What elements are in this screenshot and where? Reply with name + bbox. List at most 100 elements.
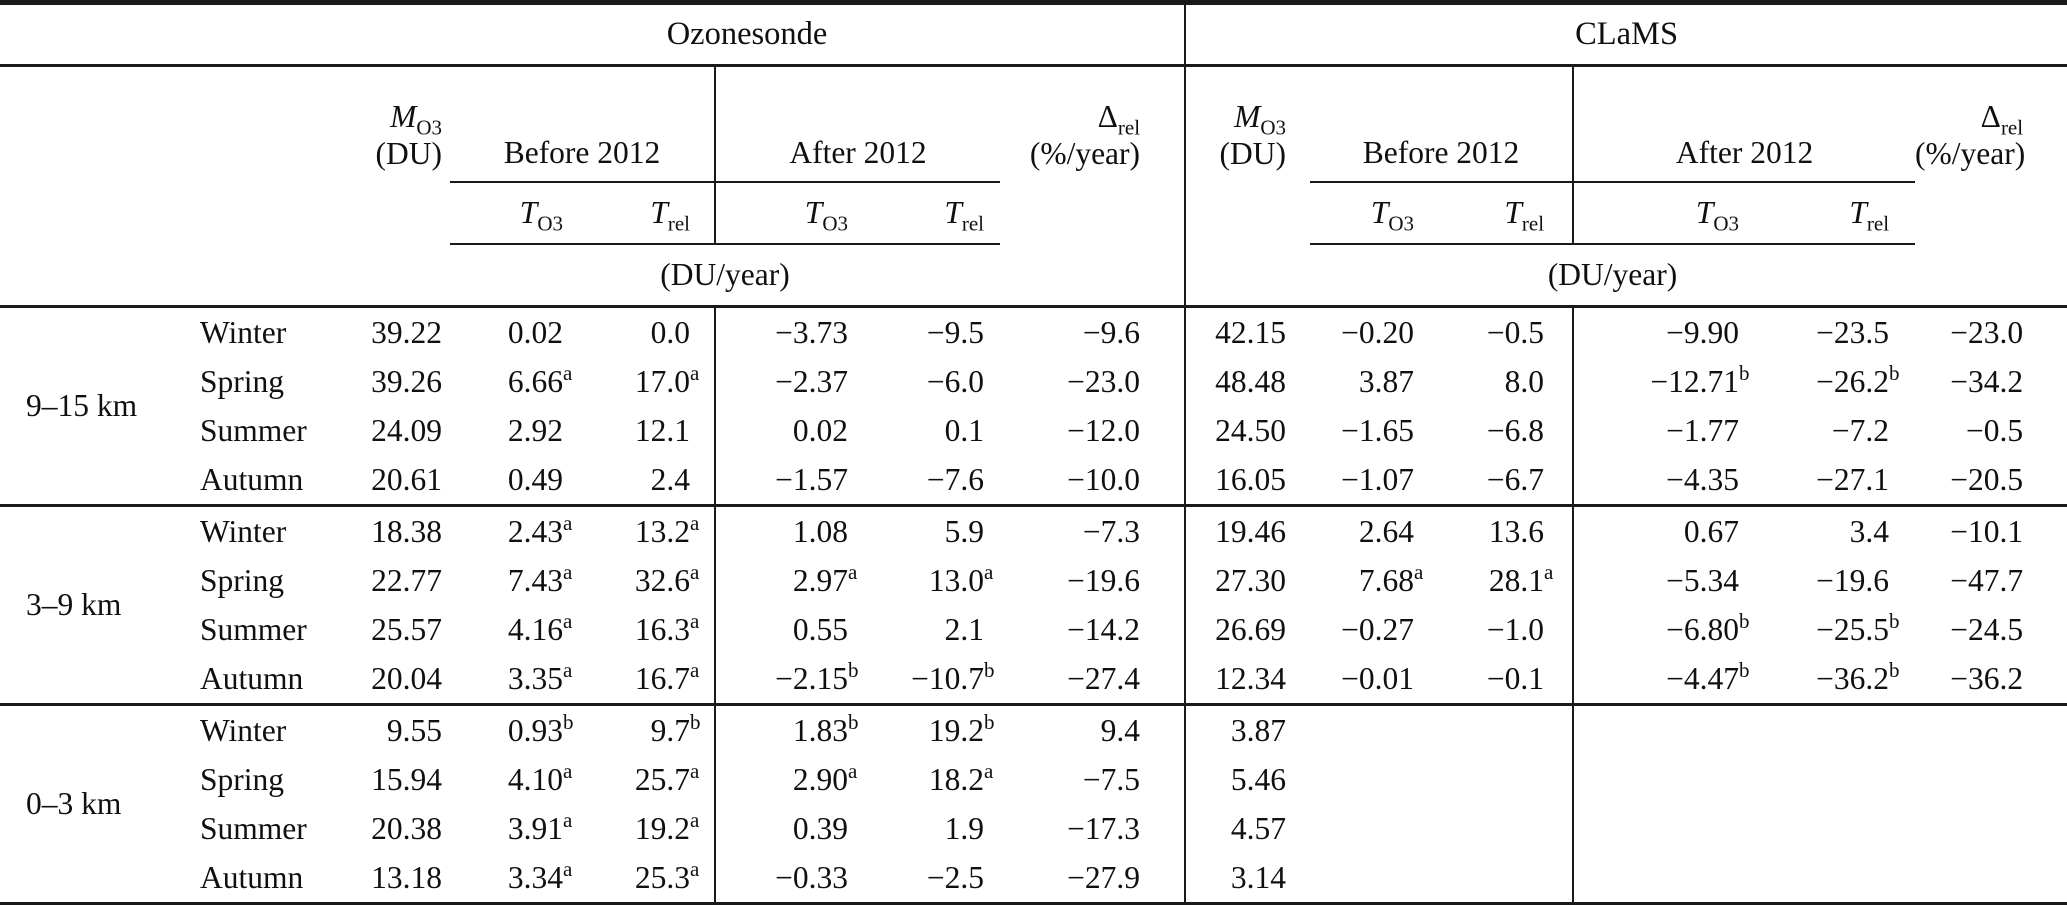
value-cell: −17.3 [1067,810,1141,846]
value-cell [1430,703,1574,755]
value-cell [1572,804,1756,853]
clams-before-t-o3-header: TO3 [1310,182,1431,245]
value-cell: −9.6 [1000,305,1186,357]
value-cell: 2.43a [450,504,575,556]
spacer-cell [1000,182,1185,244]
value-cell: −0.01 [1341,660,1415,696]
value-cell: 42.15 [1184,305,1311,357]
value-cell: 15.94 [371,761,442,797]
value-cell: 2.64 [1310,504,1431,556]
value-cell: 48.48 [1184,357,1311,406]
value-cell: −26.2b [1816,360,1900,399]
trend-subheader-row: TO3 Trel TO3 Trel TO3 Trel TO3 Trel [0,182,2067,245]
value-cell: −0.33 [714,853,860,904]
oz-after-2012-header: After 2012 [714,65,1000,183]
value-cell [1430,755,1573,804]
value-cell: −34.2 [1950,363,2024,399]
value-cell: −10.7b [911,657,995,696]
value-cell: 28.1a [1488,559,1554,598]
value-cell: −6.7 [1486,461,1545,497]
altitude-group: 9–15 km Winter 39.22 0.02 0.0 −3.73 −9.5 −9.6 42… [0,305,2067,506]
value-cell [1755,703,1916,755]
season-label: Summer [200,611,307,647]
value-cell: −0.5 [1965,412,2024,448]
value-cell: 19.2b [860,703,1000,755]
value-cell [1310,853,1430,904]
value-cell: 2.1 [944,611,984,647]
value-cell [1572,755,1756,804]
value-cell [1310,703,1431,755]
season-label: Winter [170,504,310,556]
value-cell: 1.08 [714,504,860,556]
value-cell: 24.09 [371,412,442,448]
value-cell: −20.5 [1950,461,2024,497]
value-cell: −27.1 [1816,461,1890,497]
value-cell: 3.4 [1755,504,1916,556]
value-cell [1310,755,1430,804]
altitude-range-label: 3–9 km [0,504,170,705]
value-cell: −10.1 [1915,504,2067,556]
value-cell: −1.0 [1486,611,1545,647]
spacer-cell [0,182,310,244]
value-cell: 3.87 [1184,703,1311,755]
altitude-group: 3–9 km Winter 18.38 2.43a 13.2a 1.08 5.9 −7.3 19… [0,504,2067,705]
season-label: Summer [200,412,307,448]
value-cell: 16.7a [634,657,700,696]
value-cell [1915,755,2067,804]
season-label: Summer [200,810,307,846]
value-cell: −12.71b [1572,357,1756,406]
value-cell: 2.4 [650,461,690,497]
table-row: Summer 25.57 4.16a 16.3a 0.55 2.1 −14.2 26.69 −0… [0,605,2067,654]
value-cell [1755,804,1915,853]
value-cell: −7.2 [1831,412,1890,448]
value-cell: −1.65 [1341,412,1415,448]
value-cell: 7.43a [507,559,573,598]
clams-before-t-rel-header: Trel [1430,182,1574,245]
value-cell: −5.34 [1572,556,1756,605]
value-cell: −19.6 [1816,562,1890,598]
section-title-clams: CLaMS [1184,2,2067,67]
value-cell: 9.7b [575,703,715,755]
value-cell: 3.35a [507,657,573,696]
value-cell: −36.2b [1816,657,1900,696]
season-label: Autumn [200,660,304,696]
spacer-cell [1915,244,2067,308]
table-row: 3–9 km Winter 18.38 2.43a 13.2a 1.08 5.9 −7.3 19… [0,504,2067,705]
value-cell: 19.2a [634,807,700,846]
section-title-row: Ozonesonde CLaMS [0,2,2067,67]
value-cell: −7.3 [1000,504,1186,556]
oz-before-2012-header: Before 2012 [450,65,715,183]
table-row: Summer 20.38 3.91a 19.2a 0.39 1.9 −17.3 4.57 [0,804,2067,853]
value-cell [1572,853,1756,904]
value-cell: −23.5 [1755,305,1916,357]
clams-after-t-rel-header: Trel [1755,182,1916,245]
clams-after-t-o3-header: TO3 [1572,182,1756,245]
value-cell: 18.2a [928,758,994,797]
table-row: Autumn 20.61 0.49 2.4 −1.57 −7.6 −10.0 16.05 −1.… [0,455,2067,506]
value-cell: −9.5 [860,305,1000,357]
value-cell: −2.37 [714,357,860,406]
oz-m-o3-header: MO3 (DU) [375,98,442,171]
oz-before-t-o3-header: TO3 [450,182,575,245]
value-cell: −25.5b [1816,608,1900,647]
section-title-ozonesonde: Ozonesonde [310,2,1186,67]
value-cell [1430,804,1573,853]
value-cell: 0.49 [507,461,563,497]
value-cell: −4.47b [1572,654,1756,705]
spacer-cell [0,244,310,308]
value-cell: 25.3a [634,856,700,895]
value-cell: 7.68a [1358,559,1424,598]
value-cell: 1.9 [944,810,984,846]
season-label: Winter [170,305,310,357]
value-cell: −6.80b [1572,605,1756,654]
table-row: Autumn 20.04 3.35a 16.7a −2.15b −10.7b −27.4 12… [0,654,2067,705]
value-cell: 0.1 [944,412,984,448]
value-cell: −0.20 [1310,305,1431,357]
value-cell: 25.57 [371,611,442,647]
value-cell: −0.27 [1341,611,1415,647]
value-cell: 3.14 [1184,853,1311,904]
value-cell: −1.57 [714,455,860,506]
value-cell: 0.0 [575,305,715,357]
